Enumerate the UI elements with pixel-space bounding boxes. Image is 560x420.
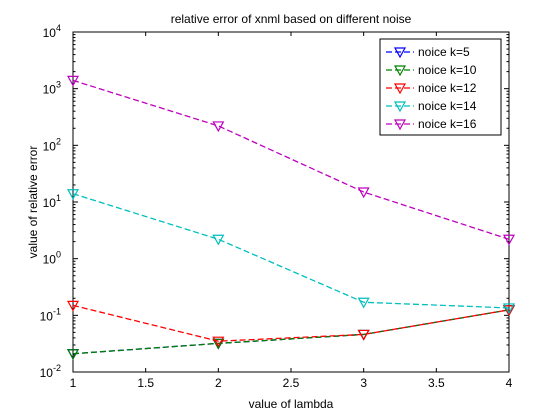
y-tick-exponent: 4 [56,23,61,33]
y-tick-base: 10 [43,139,57,153]
series-line [72,309,510,355]
x-tick-label: 1.5 [137,376,154,390]
legend-marker [393,83,407,95]
y-tick-label: 104 [43,23,61,40]
x-tick-label: 1 [70,376,77,390]
series-marker [212,338,225,350]
legend-label: noice k=16 [418,117,477,131]
x-axis-label: value of lambda [249,397,334,411]
series-marker [502,234,516,246]
legend-box [379,38,502,136]
series-marker [212,234,225,246]
series-marker [66,349,80,360]
series-marker [212,336,225,348]
series-marker [212,121,225,133]
y-axis-label: value of relative error [26,146,40,259]
series-3 [66,300,516,348]
y-tick-base: 10 [40,309,54,323]
legend-label: noice k=10 [418,63,477,77]
legend-marker [393,47,407,59]
y-tick-base: 10 [43,196,57,210]
x-tick-label: 2.5 [283,376,300,390]
y-tick-exponent: 1 [56,193,61,203]
series-marker [357,329,370,341]
x-tick-label: 3 [360,376,367,390]
series-marker [502,305,516,317]
y-tick-exponent: -1 [53,306,61,316]
y-tick-exponent: 3 [56,80,61,90]
x-tick-label: 2 [215,376,222,390]
series-line [72,79,510,240]
legend-label: noice k=12 [418,81,477,95]
legend-label: noice k=5 [418,45,470,59]
legend-item: noice k=12 [386,81,477,95]
legend-item: noice k=16 [386,117,477,131]
series-marker [502,303,516,315]
x-tick-label: 4 [506,376,513,390]
legend-marker [393,65,407,77]
legend: noice k=5 noice k=10 noice k=12 noice k=14 n… [379,38,502,136]
legend-item: noice k=14 [386,99,477,113]
series-marker [357,187,370,199]
x-tick-label: 3.5 [428,376,445,390]
y-tick-exponent: 2 [56,136,61,146]
y-tick-label: 10-2 [40,363,61,380]
series-line [72,304,510,342]
series-layer [66,75,516,360]
legend-item: noice k=5 [386,45,470,59]
y-tick-label: 103 [43,80,61,97]
y-tick-exponent: -2 [53,363,61,373]
series-marker [357,297,370,309]
legend-item: noice k=10 [386,63,477,77]
y-tick-label: 101 [43,193,61,210]
series-marker [66,189,80,200]
y-tick-exponent: 0 [56,250,61,260]
series-5 [66,75,516,246]
y-tick-base: 10 [40,366,54,380]
legend-marker [393,119,407,131]
y-tick-label: 100 [43,250,61,267]
legend-marker [393,101,407,113]
y-tick-base: 10 [43,26,57,40]
y-tick-base: 10 [43,253,57,267]
series-line [72,193,510,309]
series-4 [66,189,516,315]
series-marker [66,75,80,87]
y-tick-label: 102 [43,136,61,153]
chart-title: relative error of xnml based on differen… [171,12,412,26]
legend-label: noice k=14 [418,99,477,113]
y-tick-base: 10 [43,83,57,97]
y-tick-label: 10-1 [40,306,61,323]
series-marker [66,300,80,312]
